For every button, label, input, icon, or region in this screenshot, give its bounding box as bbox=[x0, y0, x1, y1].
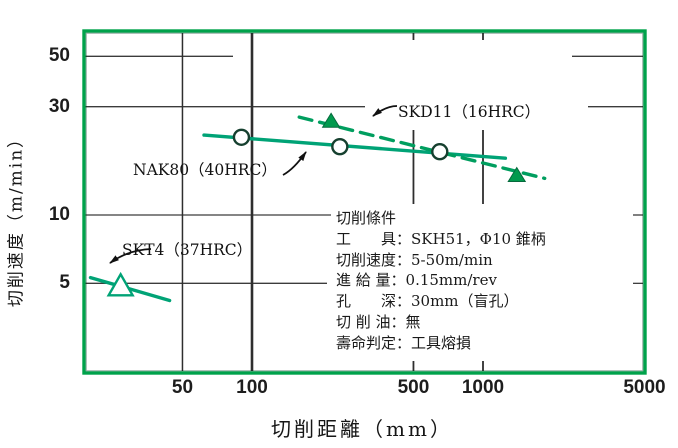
marker-filled-triangle bbox=[507, 166, 527, 183]
marker-filled-triangle bbox=[321, 112, 341, 128]
y-tick-label: 5 bbox=[59, 272, 70, 294]
marker-open-circle bbox=[331, 137, 349, 156]
plot-frame-inner bbox=[85, 32, 644, 372]
conditions-title: 切削條件 bbox=[336, 209, 397, 227]
condition-line: 壽命判定：工具熔損 bbox=[336, 333, 472, 352]
x-axis-title: 切削距離（mm） bbox=[271, 417, 453, 441]
plot-frame bbox=[82, 29, 647, 375]
y-tick-label: 10 bbox=[48, 204, 70, 225]
condition-line: 工 具：SKH51，Φ10 錐柄 bbox=[336, 229, 546, 248]
cutting-conditions-box: 切削條件 工 具：SKH51，Φ10 錐柄 切削速度：5-50m/min 進 給 量… bbox=[336, 208, 546, 354]
condition-line: 切 削 油：無 bbox=[336, 312, 421, 331]
series-label-skd11: SKD11（16HRC） bbox=[398, 103, 541, 121]
marker-open-triangle bbox=[106, 271, 135, 297]
y-tick-label: 50 bbox=[48, 45, 70, 67]
x-tick-label: 500 bbox=[397, 377, 430, 398]
conditions-lines: 工 具：SKH51，Φ10 錐柄 切削速度：5-50m/min 進 給 量：0.15… bbox=[336, 229, 546, 354]
marker-open-circle bbox=[431, 143, 449, 161]
series-label-skt4: SKT4（37HRC） bbox=[122, 241, 253, 259]
annotation-arrow-skd11 bbox=[372, 105, 398, 117]
x-tick-label: 50 bbox=[171, 377, 194, 398]
annotation-arrow-skt4 bbox=[109, 248, 152, 264]
x-tick-label: 1000 bbox=[461, 377, 505, 398]
condition-line: 孔 深：30mm（盲孔） bbox=[336, 292, 519, 311]
x-tick-label: 5000 bbox=[623, 377, 666, 398]
x-tick-label: 100 bbox=[236, 377, 268, 398]
y-tick-label: 30 bbox=[48, 95, 70, 117]
series-label-nak80: NAK80（40HRC） bbox=[133, 161, 277, 179]
condition-line: 進 給 量：0.15mm/rev bbox=[336, 271, 497, 290]
marker-open-circle bbox=[232, 128, 251, 146]
annotation-arrow-nak80 bbox=[282, 151, 307, 176]
condition-line: 切削速度：5-50m/min bbox=[336, 250, 493, 269]
